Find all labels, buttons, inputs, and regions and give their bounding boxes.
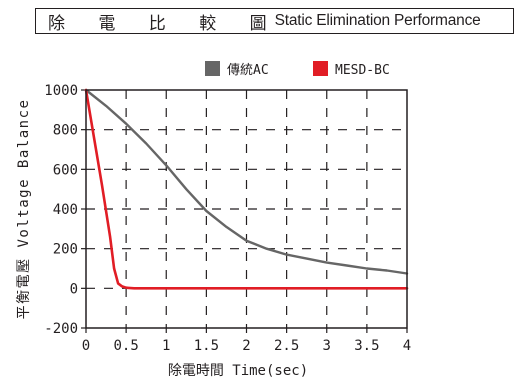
series-line-ac <box>84 88 409 275</box>
series-line-mesd-bc <box>84 88 409 290</box>
y-tick-label: 200 <box>53 242 78 258</box>
series-lines <box>84 88 409 290</box>
y-tick-labels: 1000 800 600 400 200 0 -200 <box>44 83 78 337</box>
x-tick-label: 2.5 <box>274 338 299 354</box>
legend-label: MESD-BC <box>335 63 390 78</box>
legend-label: 傳統AC <box>227 63 269 78</box>
legend-swatch <box>313 61 328 76</box>
x-tick-label: 1 <box>162 338 170 354</box>
y-tick-label: 400 <box>53 202 78 218</box>
x-tick-label: 3 <box>323 338 331 354</box>
x-tick-label: 1.5 <box>194 338 219 354</box>
x-tick-label: 2 <box>242 338 250 354</box>
plot-frame <box>85 89 408 329</box>
chart-title: 除 電 比 較 圖 Static Elimination Performance <box>35 8 514 34</box>
x-tick-label: 3.5 <box>354 338 379 354</box>
x-axis-label: 除電時間 Time(sec) <box>168 363 308 379</box>
y-tick-label: 0 <box>70 281 78 297</box>
chart-title-english: Static Elimination Performance <box>274 12 481 29</box>
chart-legend: 傳統AC MESD-BC <box>205 61 390 78</box>
x-tick-label: 0 <box>82 338 90 354</box>
x-tick-label: 0.5 <box>113 338 138 354</box>
chart-title-cjk: 除 電 比 較 圖 <box>48 13 281 34</box>
x-tick-label: 4 <box>403 338 411 354</box>
y-tick-label: 600 <box>53 162 78 178</box>
y-axis-label: 平衡電壓 Voltage Balance <box>16 99 32 320</box>
legend-swatch <box>205 61 220 76</box>
y-tick-label: -200 <box>44 321 78 337</box>
y-tick-label: 800 <box>53 123 78 139</box>
x-tick-labels: 0 0.5 1 1.5 2 2.5 3 3.5 4 <box>82 338 411 354</box>
y-tick-label: 1000 <box>44 83 78 99</box>
